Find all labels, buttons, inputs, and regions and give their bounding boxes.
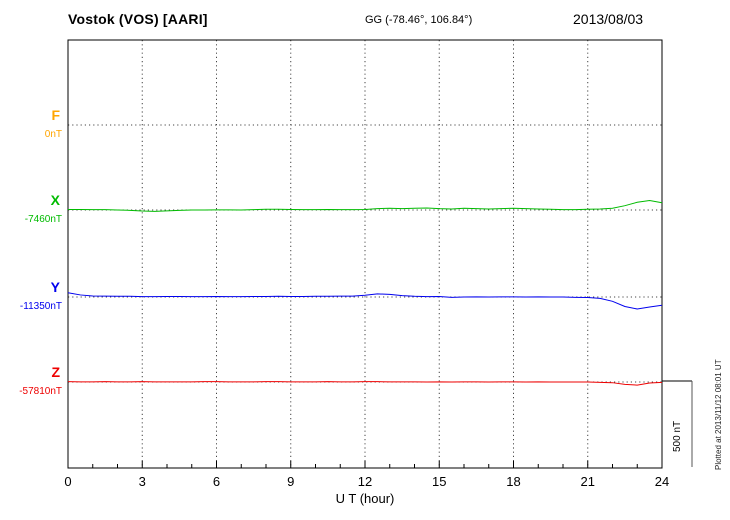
geographic-coords-label: GG (-78.46°, 106.84°) (365, 14, 473, 26)
date-label: 2013/08/03 (573, 11, 644, 27)
x-axis-label: U T (hour) (335, 491, 395, 506)
x-tick-label: 21 (581, 474, 595, 489)
series-label-Y: Y (50, 279, 60, 295)
scale-bar-label: 500 nT (672, 420, 683, 452)
x-tick-label: 3 (139, 474, 146, 489)
series-baseline-Z: -57810nT (19, 386, 62, 397)
x-tick-label: 24 (655, 474, 669, 489)
series-label-X: X (50, 192, 60, 208)
series-baseline-F: 0nT (44, 129, 62, 140)
trace-Z (67, 381, 663, 386)
plot-frame (67, 39, 663, 469)
plotted-at-note: Plotted at 2013/11/12 08:01 UT (714, 359, 723, 470)
x-tick-label: 9 (287, 474, 294, 489)
series-baseline-X: -7460nT (24, 214, 62, 225)
series-baseline-Y: -11350nT (19, 301, 62, 312)
trace-X (68, 200, 663, 212)
trace-Y (67, 292, 663, 310)
x-tick-label: 15 (432, 474, 446, 489)
x-tick-label: 12 (358, 474, 372, 489)
x-tick-label: 6 (213, 474, 220, 489)
series-label-Z: Z (51, 364, 60, 380)
x-tick-label: 18 (506, 474, 520, 489)
series-label-F: F (51, 107, 60, 123)
station-title: Vostok (VOS) [AARI] (68, 11, 208, 27)
x-tick-label: 0 (64, 474, 71, 489)
